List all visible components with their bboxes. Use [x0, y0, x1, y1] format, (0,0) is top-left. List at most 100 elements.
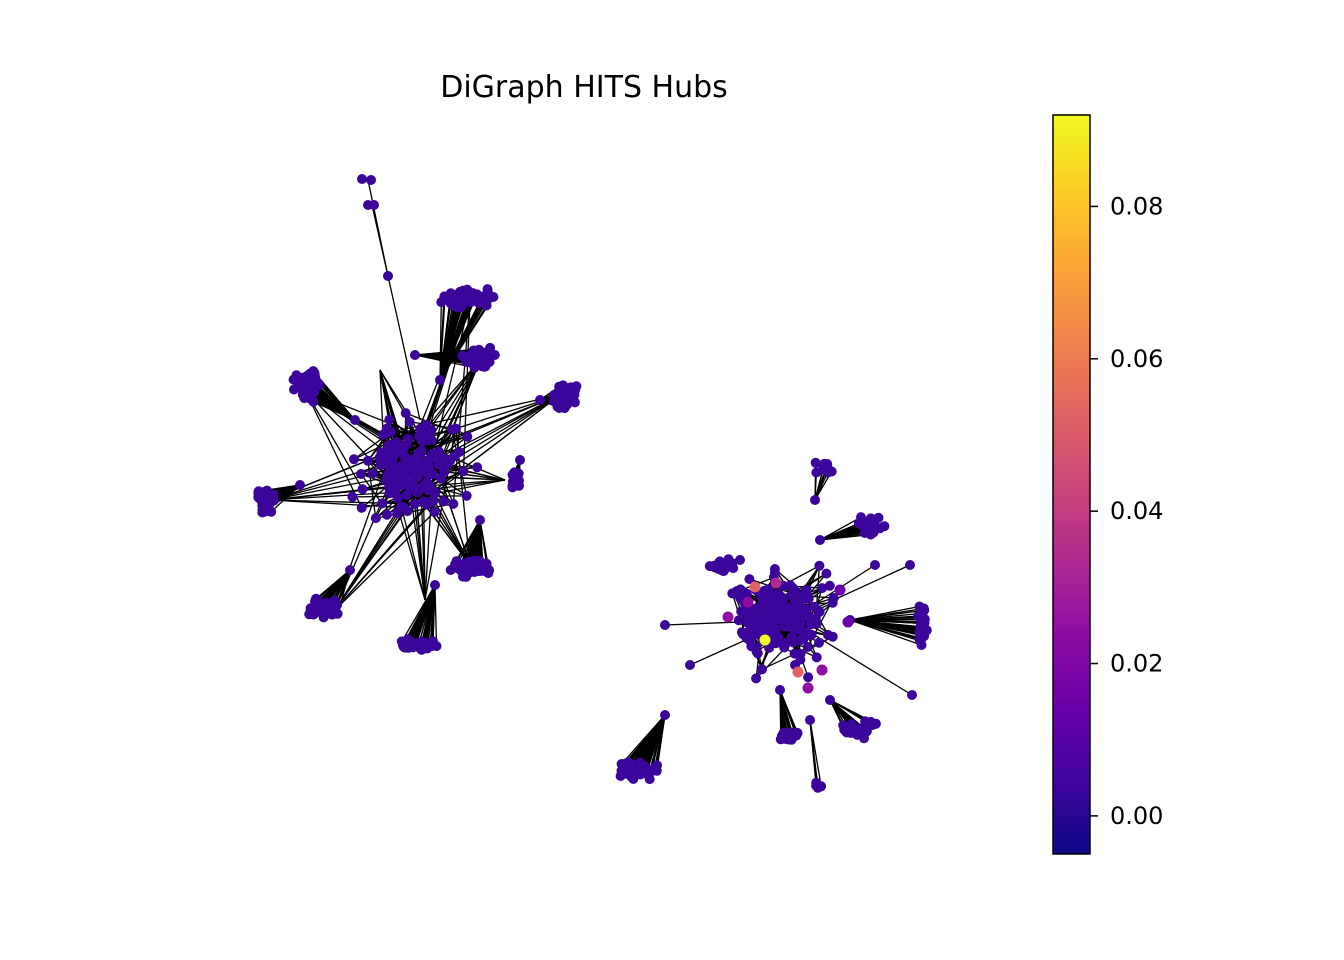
- graph-node: [549, 389, 560, 400]
- graph-node: [626, 771, 637, 782]
- colorbar: 0.00 0.02 0.04 0.06 0.08: [1052, 114, 1163, 855]
- graph-node: [805, 715, 815, 725]
- graph-node: [811, 780, 822, 791]
- graph-node: [421, 419, 432, 430]
- graph-node: [556, 396, 567, 406]
- graph-node: [742, 596, 754, 608]
- graph-edge: [421, 584, 436, 642]
- graph-node: [846, 719, 857, 730]
- graph-edge: [439, 300, 471, 381]
- graph-edge: [444, 394, 561, 460]
- graph-node: [295, 480, 305, 490]
- graph-node: [458, 466, 469, 477]
- graph-node: [777, 638, 788, 649]
- graph-edge: [266, 484, 301, 492]
- graph-node: [822, 459, 833, 469]
- graph-node: [477, 291, 488, 302]
- graph-node: [715, 560, 726, 571]
- graph-edge: [409, 421, 426, 601]
- graph-node: [873, 512, 884, 523]
- graph-node: [815, 535, 825, 545]
- graph-node: [814, 637, 824, 648]
- graph-node: [785, 733, 796, 744]
- graph-node: [744, 611, 754, 622]
- graph-node: [308, 602, 319, 613]
- graph-edge: [849, 619, 922, 646]
- graph-node: [303, 388, 314, 399]
- graph-node: [723, 554, 734, 565]
- graph-node: [430, 580, 440, 590]
- graph-edge: [371, 204, 389, 277]
- graph-node: [332, 608, 343, 619]
- graph-node: [448, 498, 459, 509]
- graph-node: [291, 370, 302, 381]
- graph-node: [404, 416, 415, 427]
- graph-edge: [432, 394, 561, 492]
- graph-node: [477, 361, 488, 372]
- graph-node: [802, 642, 813, 652]
- graph-node: [775, 734, 786, 745]
- graph-node: [389, 441, 400, 452]
- graph-edge: [269, 499, 415, 505]
- graph-node: [816, 664, 828, 676]
- graph-node: [469, 349, 480, 360]
- graph-node: [475, 515, 485, 525]
- graph-node: [789, 648, 800, 659]
- graph-node: [445, 298, 456, 309]
- graph-edge: [809, 719, 822, 787]
- graph-node: [416, 445, 427, 456]
- graph-node: [428, 496, 439, 507]
- graph-node: [731, 586, 742, 597]
- graph-node: [266, 506, 277, 517]
- graph-node: [509, 477, 520, 488]
- graph-node: [384, 414, 395, 425]
- graph-node: [399, 451, 410, 462]
- graph-node: [453, 563, 464, 574]
- colorbar-ticks: 0.00 0.02 0.04 0.06 0.08: [1090, 192, 1163, 830]
- graph-node: [297, 376, 308, 387]
- graph-edge: [624, 714, 666, 766]
- graph-node: [810, 457, 821, 468]
- graph-node: [485, 342, 496, 353]
- graph-node: [856, 512, 866, 523]
- graph-node: [570, 385, 581, 396]
- graph-node: [400, 642, 410, 653]
- graph-node: [642, 765, 653, 776]
- graph-edge: [654, 714, 666, 768]
- graph-node: [825, 695, 835, 705]
- graph-node: [870, 560, 880, 570]
- graph-node: [451, 556, 462, 567]
- graph-node: [377, 498, 387, 509]
- graph-node: [769, 564, 780, 574]
- colorbar-tick-label: 0.00: [1110, 802, 1163, 830]
- graph-node: [842, 616, 854, 628]
- graph-node: [722, 611, 734, 623]
- graph-node: [488, 292, 499, 302]
- graph-node: [827, 597, 838, 608]
- graph-node: [750, 643, 761, 654]
- graph-node: [791, 604, 802, 615]
- graph-node: [402, 506, 413, 517]
- graph-node: [489, 350, 500, 360]
- graph-node: [775, 685, 785, 695]
- graph-node: [728, 563, 739, 574]
- graph-edge: [849, 619, 922, 635]
- colorbar-tick-label: 0.08: [1110, 192, 1163, 220]
- graph-node: [401, 490, 412, 501]
- graph-edge: [849, 619, 924, 629]
- graph-node: [801, 628, 812, 639]
- graph-edge: [439, 296, 484, 381]
- graph-node: [384, 488, 395, 499]
- graph-node: [357, 484, 368, 495]
- graph-node: [409, 498, 420, 509]
- graph-node: [347, 491, 358, 502]
- graph-edge: [439, 303, 452, 381]
- graph-nodes: [253, 174, 932, 793]
- graph-node: [809, 601, 820, 612]
- graph-node: [369, 200, 379, 210]
- graph-node: [478, 565, 489, 576]
- graph-node: [426, 435, 437, 445]
- graph-node: [400, 408, 411, 419]
- graph-edge: [849, 607, 924, 621]
